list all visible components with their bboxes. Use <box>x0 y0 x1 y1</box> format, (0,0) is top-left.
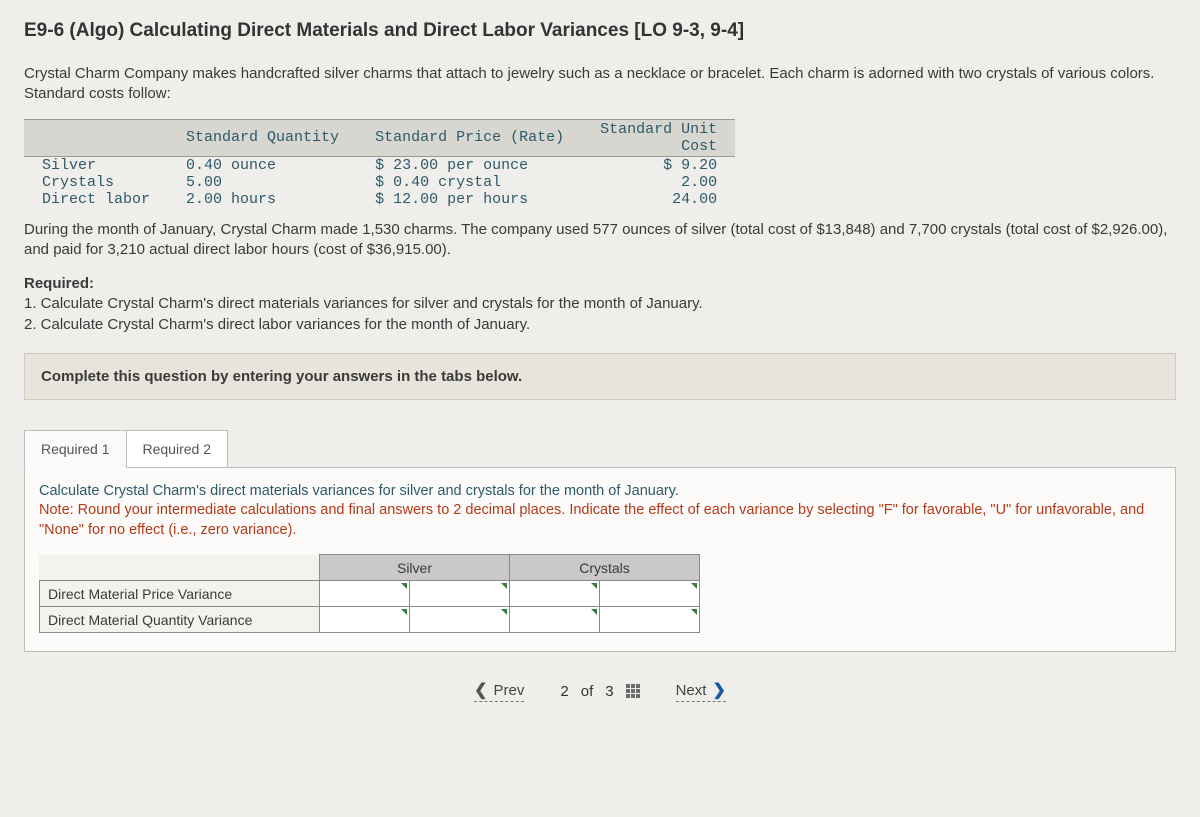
prev-label: Prev <box>494 682 525 699</box>
dropdown-indicator-icon <box>691 609 697 615</box>
row-label: Direct Material Price Variance <box>40 581 320 607</box>
cell-rate: $ 12.00 per hours <box>357 191 582 208</box>
next-label: Next <box>676 682 707 699</box>
tab-panel-required-1: Calculate Crystal Charm's direct materia… <box>24 467 1176 653</box>
dropdown-indicator-icon <box>401 583 407 589</box>
dropdown-indicator-icon <box>591 583 597 589</box>
tab-strip: Required 1 Required 2 <box>24 430 1176 468</box>
input-crystals-price-amount[interactable] <box>510 581 600 607</box>
cell-cost: 2.00 <box>582 174 735 191</box>
instr-line-1: Calculate Crystal Charm's direct materia… <box>39 483 679 499</box>
intro-paragraph: Crystal Charm Company makes handcrafted … <box>24 64 1176 105</box>
tab-required-2[interactable]: Required 2 <box>126 430 229 468</box>
cell-cost: $ 9.20 <box>582 156 735 174</box>
chevron-right-icon: ❯ <box>712 680 725 700</box>
next-button[interactable]: Next ❯ <box>676 680 726 702</box>
standard-costs-table: Standard Quantity Standard Price (Rate) … <box>24 119 735 208</box>
input-crystals-qty-amount[interactable] <box>510 607 600 633</box>
cell-cost: 24.00 <box>582 191 735 208</box>
input-silver-qty-effect[interactable] <box>410 607 510 633</box>
row-label: Direct Material Quantity Variance <box>40 607 320 633</box>
input-silver-price-amount[interactable] <box>320 581 410 607</box>
input-crystals-qty-effect[interactable] <box>600 607 700 633</box>
page-current: 2 <box>560 683 568 700</box>
required-block: Required: 1. Calculate Crystal Charm's d… <box>24 274 1176 335</box>
dropdown-indicator-icon <box>591 609 597 615</box>
page-indicator: 2 of 3 <box>560 683 639 700</box>
blank-corner <box>40 555 320 581</box>
col-group-silver: Silver <box>320 555 510 581</box>
dropdown-indicator-icon <box>401 609 407 615</box>
instr-note: Note: Round your intermediate calculatio… <box>39 502 1144 538</box>
during-paragraph: During the month of January, Crystal Cha… <box>24 220 1176 261</box>
row-label: Silver <box>24 156 168 174</box>
row-label: Crystals <box>24 174 168 191</box>
page-total: 3 <box>605 683 613 700</box>
col-header-rate: Standard Price (Rate) <box>357 119 582 156</box>
col-group-crystals: Crystals <box>510 555 700 581</box>
dropdown-indicator-icon <box>501 609 507 615</box>
grid-icon[interactable] <box>626 684 640 698</box>
col-header-cost: Standard Unit Cost <box>582 119 735 156</box>
input-crystals-price-effect[interactable] <box>600 581 700 607</box>
prev-button[interactable]: ❮ Prev <box>474 680 524 702</box>
exercise-title: E9-6 (Algo) Calculating Direct Materials… <box>24 20 1176 42</box>
cell-rate: $ 23.00 per ounce <box>357 156 582 174</box>
chevron-left-icon: ❮ <box>474 680 487 700</box>
input-silver-price-effect[interactable] <box>410 581 510 607</box>
complete-instruction-bar: Complete this question by entering your … <box>24 353 1176 400</box>
cell-qty: 0.40 ounce <box>168 156 357 174</box>
input-silver-qty-amount[interactable] <box>320 607 410 633</box>
dropdown-indicator-icon <box>501 583 507 589</box>
col-header-qty: Standard Quantity <box>168 119 357 156</box>
answer-table: Silver Crystals Direct Material Price Va… <box>39 554 700 633</box>
page-sep: of <box>581 683 594 700</box>
cell-rate: $ 0.40 crystal <box>357 174 582 191</box>
pager-nav: ❮ Prev 2 of 3 Next ❯ <box>24 680 1176 702</box>
required-item-2: 2. Calculate Crystal Charm's direct labo… <box>24 316 530 333</box>
dropdown-indicator-icon <box>691 583 697 589</box>
cell-qty: 5.00 <box>168 174 357 191</box>
tab-required-1[interactable]: Required 1 <box>24 430 127 468</box>
required-heading: Required: <box>24 275 94 292</box>
cell-qty: 2.00 hours <box>168 191 357 208</box>
panel-instructions: Calculate Crystal Charm's direct materia… <box>39 482 1161 541</box>
required-item-1: 1. Calculate Crystal Charm's direct mate… <box>24 295 703 312</box>
row-label: Direct labor <box>24 191 168 208</box>
